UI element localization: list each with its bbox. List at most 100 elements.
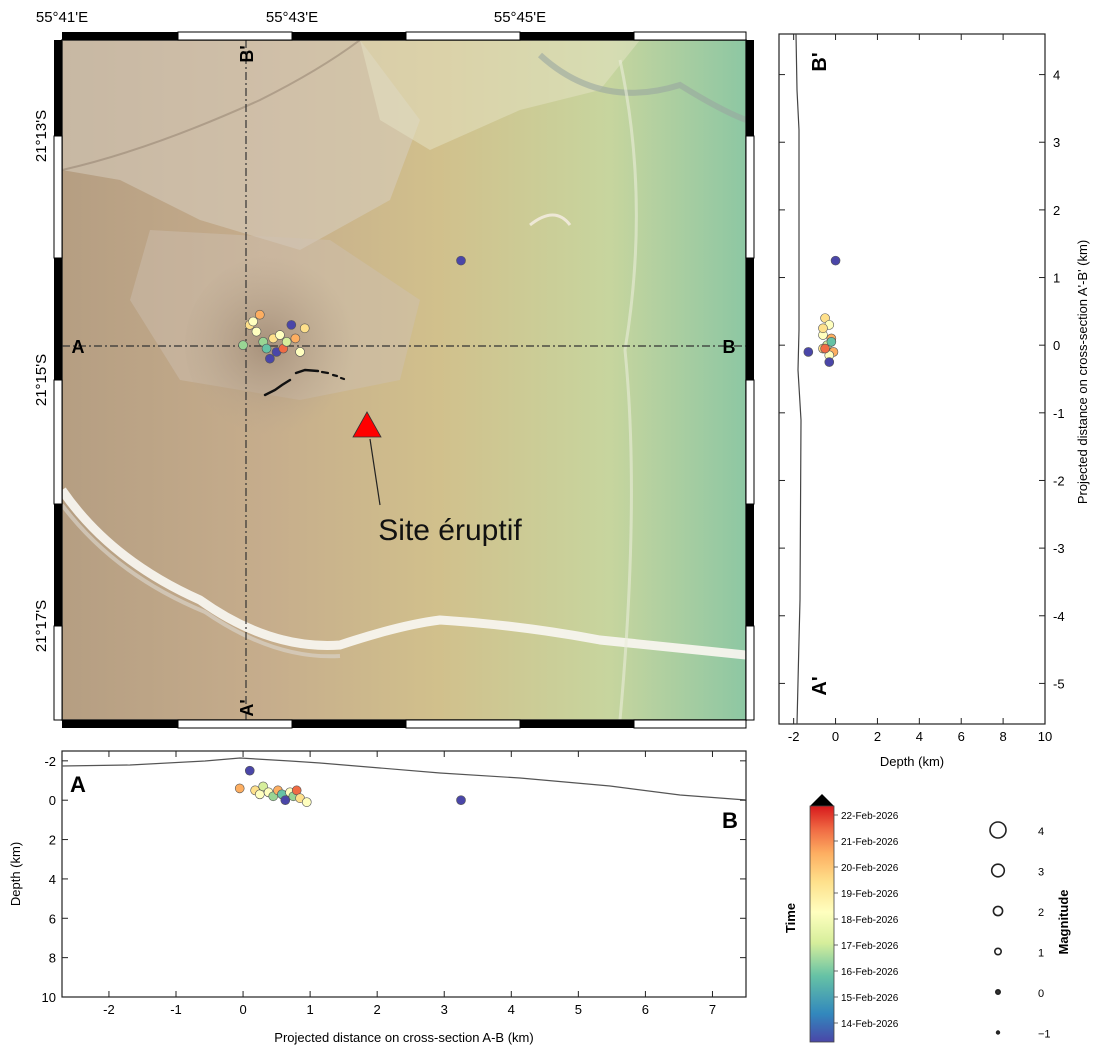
bottom-y-tick: 2 <box>49 833 56 848</box>
earthquake-point <box>265 353 275 364</box>
magnitude-legend-label: −1 <box>1038 1029 1051 1041</box>
magnitude-legend-label: 1 <box>1038 948 1044 960</box>
earthquake-point <box>238 340 248 350</box>
earthquake-point <box>456 795 466 806</box>
bottom-y-axis: -2 0 2 4 6 8 10 <box>42 754 746 1005</box>
right-y-tick: -5 <box>1053 676 1065 691</box>
map-frame-ticks <box>53 31 755 729</box>
bottom-x-tick: 3 <box>441 1002 448 1017</box>
right-x-tick: 0 <box>832 729 839 744</box>
magnitude-legend-label: 4 <box>1038 826 1044 838</box>
right-y-tick: 0 <box>1053 338 1060 353</box>
earthquake-point <box>248 316 258 327</box>
colorbar-label: 16-Feb-2026 <box>841 967 899 978</box>
bottom-x-tick: -2 <box>103 1002 115 1017</box>
cross-section-a-b: -2 0 2 4 6 8 10 -2 -1 0 1 2 3 4 5 6 7 A B Projected dis… <box>8 750 747 1045</box>
colorbar-label: 22-Feb-2026 <box>841 811 899 822</box>
bottom-y-tick: 4 <box>49 872 56 887</box>
right-x-axis-label: Depth (km) <box>880 754 944 769</box>
earthquake-point <box>456 255 466 266</box>
right-y-tick: 1 <box>1053 271 1060 286</box>
profile-label-b-prime: B' <box>237 45 257 62</box>
bottom-x-tick: 5 <box>575 1002 582 1017</box>
right-x-axis: -2 0 2 4 6 8 10 <box>788 34 1052 744</box>
profile-label-b: B <box>723 337 736 357</box>
right-y-tick: -4 <box>1053 609 1065 624</box>
bottom-end-label-left: A <box>70 772 86 797</box>
magnitude-legend-circle <box>989 821 1007 839</box>
magnitude-legend-label: 2 <box>1038 907 1044 919</box>
right-y-tick: -3 <box>1053 541 1065 556</box>
earthquake-point <box>261 343 272 354</box>
earthquake-point <box>244 765 255 776</box>
right-x-tick: -2 <box>788 729 800 744</box>
right-y-tick: 3 <box>1053 135 1060 150</box>
earthquake-point <box>820 343 830 354</box>
earthquake-point <box>290 333 301 344</box>
eruptive-site-label: Site éruptif <box>378 514 522 547</box>
earthquake-point <box>280 795 291 806</box>
colorbar-label: 15-Feb-2026 <box>841 993 899 1004</box>
lon-tick-3: 55°45'E <box>494 9 546 26</box>
right-x-tick: 6 <box>958 729 965 744</box>
earthquake-point <box>818 323 828 334</box>
colorbar-overflow-arrow <box>810 794 834 806</box>
profile-label-a: A <box>72 337 85 357</box>
colorbar-label: 17-Feb-2026 <box>841 941 899 952</box>
bottom-y-tick: -2 <box>44 754 56 769</box>
lon-tick-1: 55°41'E <box>36 9 88 26</box>
earthquake-point <box>251 326 262 337</box>
relief-map <box>62 40 746 720</box>
bottom-end-label-right: B <box>722 808 738 833</box>
bottom-x-tick: -1 <box>170 1002 182 1017</box>
magnitude-legend-label: 0 <box>1038 988 1044 1000</box>
map-earthquake-markers <box>238 255 466 364</box>
eruptive-fissure-3 <box>320 370 346 381</box>
bottom-y-tick: 0 <box>49 793 56 808</box>
bottom-y-tick: 8 <box>49 951 56 966</box>
colorbar-label: 20-Feb-2026 <box>841 863 899 874</box>
topography-profile-bottom <box>61 757 747 801</box>
bottom-x-axis-label: Projected distance on cross-section A-B … <box>274 1030 533 1045</box>
eruptive-site-pointer <box>369 438 381 506</box>
earthquake-point <box>286 320 297 330</box>
earthquake-point <box>824 357 835 367</box>
bottom-x-tick: 0 <box>239 1002 246 1017</box>
right-y-tick: -2 <box>1053 473 1065 488</box>
bottom-y-axis-label: Depth (km) <box>8 842 23 906</box>
colorbar-label: 19-Feb-2026 <box>841 889 899 900</box>
magnitude-legend-circle <box>994 988 1001 995</box>
right-y-tick: 2 <box>1053 203 1060 218</box>
bottom-x-tick: 1 <box>307 1002 314 1017</box>
earthquake-point <box>803 347 814 357</box>
right-end-label-bottom: A' <box>809 676 831 695</box>
colorbar-labels: 22-Feb-2026 21-Feb-2026 20-Feb-2026 19-Feb-… <box>834 811 899 1030</box>
lat-tick-3: 21°17'S <box>33 600 50 652</box>
magnitude-legend-circle <box>992 905 1004 917</box>
magnitude-legend-circle <box>993 947 1002 956</box>
right-x-tick: 4 <box>916 729 923 744</box>
colorbar-label: 14-Feb-2026 <box>841 1019 899 1030</box>
earthquake-point <box>275 330 285 340</box>
bottom-x-tick: 2 <box>374 1002 381 1017</box>
colorbar-label: 18-Feb-2026 <box>841 915 899 926</box>
earthquake-point <box>281 336 292 347</box>
earthquake-point <box>299 323 310 334</box>
earthquake-point <box>234 783 245 794</box>
lon-tick-2: 55°43'E <box>266 9 318 26</box>
magnitude-legend-title: Magnitude <box>1056 890 1071 955</box>
time-colorbar: 22-Feb-2026 21-Feb-2026 20-Feb-2026 19-Feb-… <box>783 794 899 1043</box>
colorbar-gradient <box>809 805 835 1043</box>
lat-tick-1: 21°13'S <box>33 110 50 162</box>
earthquake-point <box>258 781 268 792</box>
earthquake-point <box>295 347 305 357</box>
right-y-tick: -1 <box>1053 406 1065 421</box>
bottom-earthquake-markers <box>234 765 466 807</box>
bottom-x-tick: 7 <box>709 1002 716 1017</box>
magnitude-legend-label: 3 <box>1038 867 1044 879</box>
magnitude-legend-circle <box>995 1030 1001 1035</box>
earthquake-point <box>830 255 841 266</box>
magnitude-legend-circle <box>990 863 1006 878</box>
